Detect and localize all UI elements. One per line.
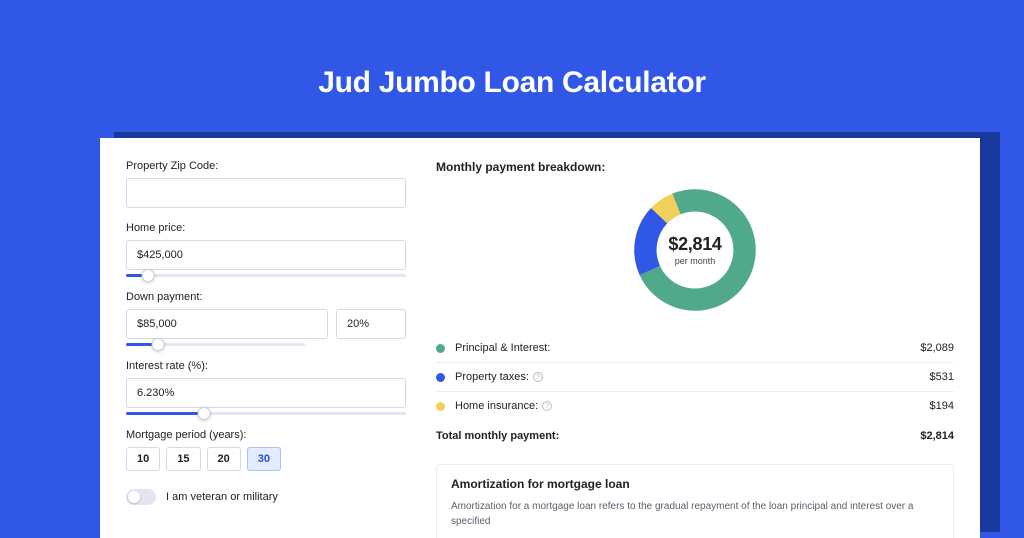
zip-group: Property Zip Code:: [126, 160, 406, 208]
down-payment-input[interactable]: [126, 309, 328, 339]
donut-wrap: $2,814 per month: [436, 188, 954, 312]
period-options: 1015 2030: [126, 447, 406, 471]
amortization-text: Amortization for a mortgage loan refers …: [451, 499, 939, 529]
breakdown-label: Principal & Interest:: [455, 342, 920, 354]
home-price-group: Home price:: [126, 222, 406, 277]
breakdown-label: Property taxes: ?: [455, 371, 930, 383]
breakdown-row: Home insurance: ?$194: [436, 392, 954, 420]
total-label: Total monthly payment:: [436, 430, 920, 442]
period-option-10[interactable]: 10: [126, 447, 160, 471]
breakdown-value: $531: [930, 371, 954, 383]
amortization-card: Amortization for mortgage loan Amortizat…: [436, 464, 954, 538]
home-price-input[interactable]: [126, 240, 406, 270]
form-column: Property Zip Code: Home price: Down paym…: [126, 160, 406, 538]
slider-thumb[interactable]: [152, 338, 165, 351]
period-option-20[interactable]: 20: [207, 447, 241, 471]
down-payment-pct-input[interactable]: [336, 309, 406, 339]
breakdown-label: Home insurance: ?: [455, 400, 930, 412]
veteran-label: I am veteran or military: [166, 491, 278, 503]
home-price-label: Home price:: [126, 222, 406, 234]
legend-dot: [436, 344, 445, 353]
breakdown-value: $2,089: [920, 342, 954, 354]
down-payment-group: Down payment:: [126, 291, 406, 346]
total-row: Total monthly payment: $2,814: [436, 420, 954, 456]
legend-dot: [436, 402, 445, 411]
down-payment-slider[interactable]: [126, 343, 305, 346]
zip-label: Property Zip Code:: [126, 160, 406, 172]
payment-donut-chart: $2,814 per month: [633, 188, 757, 312]
amortization-title: Amortization for mortgage loan: [451, 477, 939, 491]
period-group-wrap: Mortgage period (years): 1015 2030: [126, 429, 406, 471]
interest-label: Interest rate (%):: [126, 360, 406, 372]
veteran-row: I am veteran or military: [126, 489, 406, 505]
interest-input[interactable]: [126, 378, 406, 408]
breakdown-row: Property taxes: ?$531: [436, 363, 954, 392]
breakdown-value: $194: [930, 400, 954, 412]
home-price-slider[interactable]: [126, 274, 406, 277]
period-label: Mortgage period (years):: [126, 429, 406, 441]
veteran-toggle[interactable]: [126, 489, 156, 505]
slider-thumb[interactable]: [198, 407, 211, 420]
breakdown-rows: Principal & Interest:$2,089Property taxe…: [436, 334, 954, 420]
donut-sub: per month: [668, 256, 721, 266]
donut-amount: $2,814: [668, 234, 721, 255]
period-option-15[interactable]: 15: [166, 447, 200, 471]
calculator-card: Property Zip Code: Home price: Down paym…: [100, 138, 980, 538]
breakdown-row: Principal & Interest:$2,089: [436, 334, 954, 363]
page-title: Jud Jumbo Loan Calculator: [0, 0, 1024, 124]
zip-input[interactable]: [126, 178, 406, 208]
interest-group: Interest rate (%):: [126, 360, 406, 415]
interest-slider[interactable]: [126, 412, 406, 415]
breakdown-column: Monthly payment breakdown: $2,814 per mo…: [406, 160, 954, 538]
info-icon[interactable]: ?: [533, 372, 543, 382]
total-value: $2,814: [920, 430, 954, 442]
slider-thumb[interactable]: [142, 269, 155, 282]
info-icon[interactable]: ?: [542, 401, 552, 411]
period-option-30[interactable]: 30: [247, 447, 281, 471]
breakdown-title: Monthly payment breakdown:: [436, 160, 954, 174]
down-payment-label: Down payment:: [126, 291, 406, 303]
legend-dot: [436, 373, 445, 382]
